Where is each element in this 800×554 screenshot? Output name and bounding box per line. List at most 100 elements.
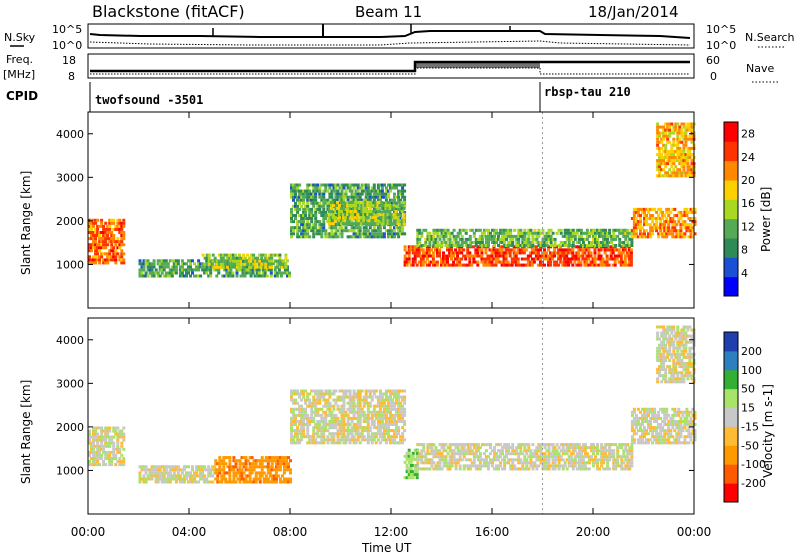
data-cell (150, 274, 154, 278)
data-cell (655, 226, 659, 230)
data-cell (510, 260, 514, 264)
data-cell (140, 468, 144, 472)
data-cell (606, 234, 610, 238)
data-cell (501, 237, 505, 241)
data-cell (407, 460, 411, 464)
data-cell (393, 198, 396, 202)
data-cell (360, 210, 364, 213)
data-cell (356, 432, 360, 436)
data-cell (207, 256, 211, 260)
data-cell (662, 159, 666, 163)
data-cell (160, 471, 164, 475)
data-cell (356, 192, 360, 196)
data-cell (340, 432, 344, 436)
data-cell (395, 407, 398, 411)
data-cell (507, 452, 511, 456)
data-cell (428, 446, 432, 450)
data-cell (372, 426, 376, 430)
data-cell (238, 465, 242, 469)
data-cell (454, 443, 458, 447)
data-cell (324, 189, 328, 193)
data-cell (284, 256, 288, 260)
data-cell (90, 237, 93, 241)
data-cell (207, 253, 211, 257)
data-cell (100, 255, 104, 259)
data-cell (110, 441, 114, 445)
data-cell (468, 234, 472, 238)
data-cell (519, 467, 523, 471)
data-cell (386, 204, 390, 207)
data-cell (294, 226, 297, 230)
power-ylabel: Slant Range [km] (19, 171, 33, 275)
data-cell (418, 237, 422, 241)
data-cell (211, 474, 215, 478)
data-cell (312, 441, 316, 445)
data-cell (427, 254, 431, 258)
nsearch-trace (89, 40, 691, 46)
data-cell (405, 260, 409, 264)
data-cell (396, 216, 400, 220)
data-cell (691, 235, 695, 239)
data-cell (507, 231, 511, 235)
data-cell (420, 458, 424, 462)
data-cell (415, 263, 419, 267)
data-cell (438, 461, 442, 465)
data-cell (362, 232, 366, 236)
data-cell (94, 249, 98, 253)
data-cell (636, 235, 640, 239)
data-cell (364, 189, 368, 193)
data-cell (434, 231, 438, 235)
data-cell (205, 262, 209, 266)
data-cell (384, 189, 388, 193)
data-cell (333, 219, 337, 223)
data-cell (442, 260, 445, 264)
data-cell (344, 410, 348, 414)
data-cell (94, 234, 98, 237)
data-cell (509, 467, 513, 471)
data-cell (462, 248, 466, 252)
data-cell (344, 438, 348, 442)
data-cell (419, 263, 423, 267)
data-cell (585, 257, 589, 261)
data-cell (620, 231, 624, 235)
data-cell (344, 201, 348, 205)
data-cell (352, 226, 356, 230)
data-cell (358, 413, 362, 417)
data-cell (306, 232, 310, 236)
data-cell (691, 207, 695, 211)
data-cell (536, 257, 540, 261)
data-cell (391, 435, 394, 439)
data-cell (600, 228, 604, 232)
data-cell (382, 416, 386, 420)
data-cell (300, 220, 304, 224)
data-cell (356, 404, 360, 408)
data-cell (462, 254, 466, 258)
data-cell (328, 420, 332, 423)
data-cell (176, 477, 180, 481)
data-cell (88, 460, 91, 463)
data-cell (386, 200, 390, 204)
data-cell (561, 251, 565, 255)
data-cell (391, 416, 394, 420)
data-cell (342, 219, 345, 223)
data-cell (348, 432, 352, 436)
data-cell (372, 216, 376, 220)
data-cell (158, 274, 162, 278)
data-cell (468, 467, 472, 471)
data-cell (292, 204, 295, 208)
data-cell (585, 260, 589, 264)
data-cell (536, 248, 540, 252)
data-cell (114, 258, 118, 262)
data-cell (362, 401, 366, 405)
data-cell (495, 452, 498, 456)
data-cell (324, 232, 328, 236)
data-cell (418, 467, 422, 471)
data-cell (360, 398, 364, 402)
data-cell (380, 416, 384, 420)
data-cell (372, 420, 376, 423)
data-cell (338, 423, 342, 426)
data-cell (108, 441, 112, 445)
data-cell (535, 464, 539, 468)
data-cell (378, 198, 382, 202)
data-cell (422, 446, 426, 450)
